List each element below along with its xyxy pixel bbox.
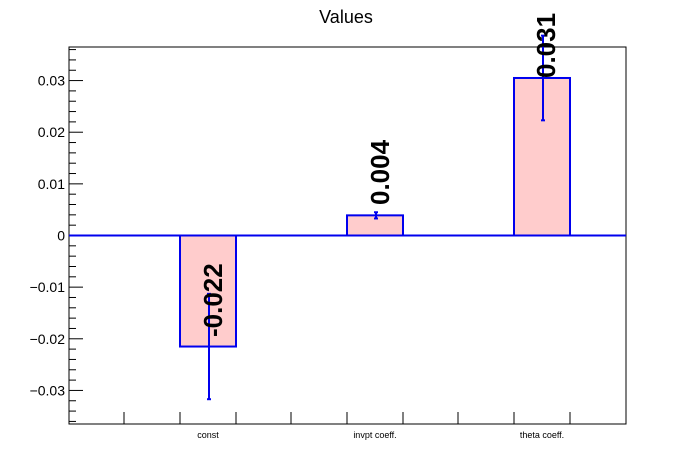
value-label: -0.022 (198, 263, 228, 337)
y-tick-label: 0.03 (38, 73, 65, 89)
x-tick-label: theta coeff. (520, 430, 564, 440)
y-tick-label: −0.02 (30, 331, 66, 347)
error-bars (207, 34, 545, 401)
y-tick-label: 0.02 (38, 124, 65, 140)
y-axis-ticks (69, 49, 83, 422)
y-tick-label: 0.01 (38, 176, 65, 192)
y-tick-label: −0.01 (30, 279, 66, 295)
value-label: 0.031 (531, 13, 561, 78)
value-labels: -0.022 0.004 0.031 (198, 13, 561, 337)
x-axis-ticks (123, 412, 627, 424)
y-tick-label: −0.03 (30, 382, 66, 398)
y-axis-tick-labels: −0.03 −0.02 −0.01 0 0.01 0.02 0.03 (30, 73, 66, 399)
x-axis-tick-labels: const invpt coeff. theta coeff. (197, 430, 564, 440)
x-tick-label: invpt coeff. (353, 430, 396, 440)
value-label: 0.004 (365, 139, 395, 205)
x-tick-label: const (197, 430, 219, 440)
chart-title: Values (319, 7, 373, 27)
y-tick-label: 0 (57, 228, 65, 244)
